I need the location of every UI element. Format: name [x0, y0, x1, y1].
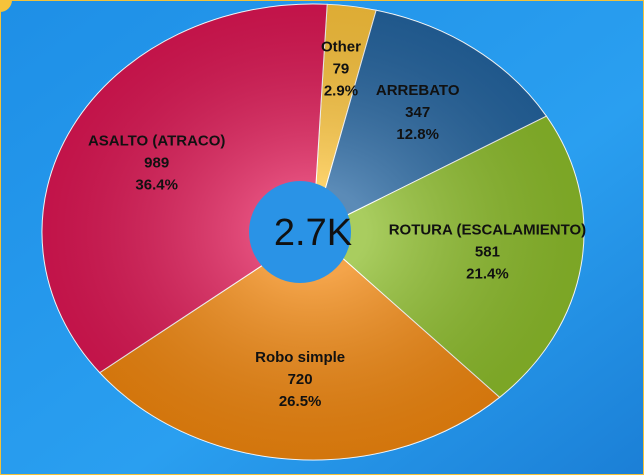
donut-hole — [249, 181, 351, 283]
slice-name: ROTURA (ESCALAMIENTO) — [389, 222, 587, 239]
labels: Other 79 2.9% ARREBATO 347 12.8% ROTURA (ESCAL… — [88, 39, 586, 410]
slice-value: 79 — [333, 61, 350, 78]
slice-name: Robo simple — [255, 349, 345, 366]
corner-dot — [0, 0, 12, 12]
slice-percent: 36.4% — [135, 177, 178, 194]
slice-percent: 26.5% — [279, 393, 322, 410]
slice-value: 347 — [405, 104, 430, 121]
slice-value: 720 — [288, 371, 313, 388]
slice-name: Other — [321, 39, 361, 56]
slice-percent: 12.8% — [396, 126, 439, 143]
slice-percent: 2.9% — [324, 83, 358, 100]
slice-value: 989 — [144, 155, 169, 172]
slice-name: ASALTO (ATRACO) — [88, 133, 225, 150]
center-label: 2.7K — [274, 212, 352, 254]
slice-percent: 21.4% — [466, 266, 509, 283]
slice-value: 581 — [475, 244, 500, 261]
slice-name: ARREBATO — [376, 82, 460, 99]
